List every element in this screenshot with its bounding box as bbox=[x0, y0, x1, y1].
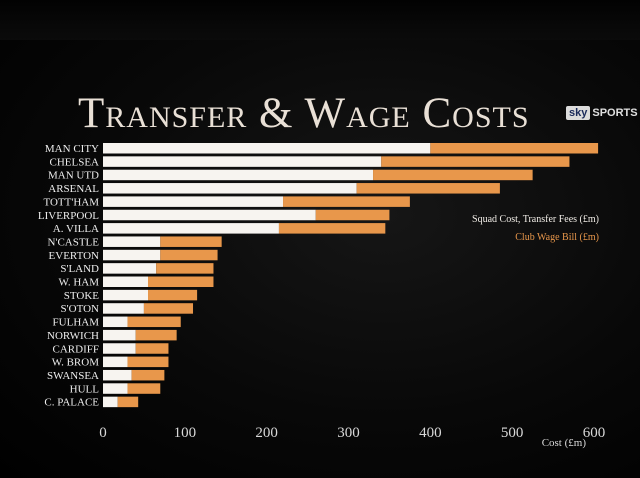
bar-w-brom-transfer-fees bbox=[103, 356, 128, 368]
bar-swansea-transfer-fees bbox=[103, 369, 132, 381]
x-tick-label-500: 500 bbox=[501, 425, 524, 441]
category-label-a-villa: A. VILLA bbox=[53, 223, 99, 235]
bar-man-city-wage-bill bbox=[430, 143, 599, 154]
category-label-s-land: S'LAND bbox=[60, 263, 99, 275]
bar-norwich-wage-bill bbox=[135, 329, 177, 341]
legend-entry-wage-bill: Club Wage Bill (£m) bbox=[515, 232, 599, 243]
bar-w-brom-wage-bill bbox=[127, 356, 169, 368]
bar-a-villa-transfer-fees bbox=[103, 223, 279, 234]
category-label-c-palace: C. PALACE bbox=[44, 397, 99, 409]
x-tick-label-300: 300 bbox=[337, 425, 360, 441]
bar-hull-wage-bill bbox=[127, 383, 161, 394]
category-label-cardiff: CARDIFF bbox=[53, 343, 99, 355]
bar-man-utd-wage-bill bbox=[373, 169, 533, 181]
x-tick-label-600: 600 bbox=[583, 425, 606, 441]
bar-liverpool-wage-bill bbox=[315, 209, 390, 221]
bar-c-palace-wage-bill bbox=[117, 396, 139, 408]
category-label-norwich: NORWICH bbox=[47, 330, 99, 342]
legend-entry-transfer-fees: Squad Cost, Transfer Fees (£m) bbox=[472, 214, 599, 225]
category-label-n-castle: N'CASTLE bbox=[48, 236, 100, 248]
bar-tott-ham-transfer-fees bbox=[103, 196, 284, 207]
bar-s-oton-transfer-fees bbox=[103, 303, 144, 314]
x-tick-label-100: 100 bbox=[174, 425, 197, 441]
bar-fulham-transfer-fees bbox=[103, 316, 128, 328]
bar-swansea-wage-bill bbox=[131, 369, 165, 381]
bar-liverpool-transfer-fees bbox=[103, 209, 316, 221]
category-label-tott-ham: TOTT'HAM bbox=[43, 196, 99, 208]
bar-cardiff-wage-bill bbox=[135, 343, 169, 354]
category-label-man-utd: MAN UTD bbox=[48, 170, 99, 182]
sky-logo-mark: sky bbox=[566, 106, 591, 120]
bar-n-castle-transfer-fees bbox=[103, 236, 161, 247]
bar-hull-transfer-fees bbox=[103, 383, 128, 394]
bar-s-oton-wage-bill bbox=[143, 303, 194, 314]
bar-w-ham-wage-bill bbox=[148, 276, 214, 287]
category-label-arsenal: ARSENAL bbox=[48, 183, 99, 195]
bar-n-castle-wage-bill bbox=[160, 236, 222, 247]
bar-s-land-wage-bill bbox=[156, 263, 214, 274]
bar-chelsea-wage-bill bbox=[381, 156, 570, 167]
bar-stoke-wage-bill bbox=[148, 289, 198, 301]
category-label-fulham: FULHAM bbox=[53, 317, 100, 329]
bar-c-palace-transfer-fees bbox=[103, 396, 118, 408]
category-label-hull: HULL bbox=[70, 383, 100, 395]
bar-man-city-transfer-fees bbox=[103, 143, 431, 154]
category-label-chelsea: CHELSEA bbox=[50, 156, 100, 168]
bar-arsenal-transfer-fees bbox=[103, 183, 357, 194]
bar-norwich-transfer-fees bbox=[103, 329, 136, 341]
category-label-stoke: STOKE bbox=[64, 290, 100, 302]
bar-arsenal-wage-bill bbox=[356, 183, 500, 194]
bar-everton-transfer-fees bbox=[103, 249, 161, 261]
x-tick-label-200: 200 bbox=[255, 425, 278, 441]
x-tick-label-0: 0 bbox=[99, 425, 107, 441]
category-label-w-brom: W. BROM bbox=[52, 357, 99, 369]
bar-a-villa-wage-bill bbox=[278, 223, 386, 234]
screen-top-band bbox=[0, 0, 640, 40]
category-label-swansea: SWANSEA bbox=[47, 370, 99, 382]
category-label-everton: EVERTON bbox=[49, 250, 100, 262]
bar-tott-ham-wage-bill bbox=[283, 196, 410, 207]
x-tick-label-400: 400 bbox=[419, 425, 442, 441]
category-label-liverpool: LIVERPOOL bbox=[38, 210, 99, 222]
sports-logo-text: SPORTS bbox=[592, 107, 638, 119]
chart-title: Transfer & Wage Costs bbox=[78, 90, 530, 137]
x-axis-label: Cost (£m) bbox=[542, 437, 587, 449]
bar-w-ham-transfer-fees bbox=[103, 276, 149, 287]
bar-chelsea-transfer-fees bbox=[103, 156, 382, 167]
bar-stoke-transfer-fees bbox=[103, 289, 149, 301]
bar-fulham-wage-bill bbox=[127, 316, 181, 328]
bar-everton-wage-bill bbox=[160, 249, 218, 261]
sky-sports-logo: sky SPORTS bbox=[566, 104, 638, 122]
bar-s-land-transfer-fees bbox=[103, 263, 157, 274]
category-label-man-city: MAN CITY bbox=[45, 143, 99, 155]
category-label-s-oton: S'OTON bbox=[61, 303, 100, 315]
bar-cardiff-transfer-fees bbox=[103, 343, 136, 354]
category-label-w-ham: W. HAM bbox=[58, 277, 99, 289]
bar-man-utd-transfer-fees bbox=[103, 169, 374, 181]
